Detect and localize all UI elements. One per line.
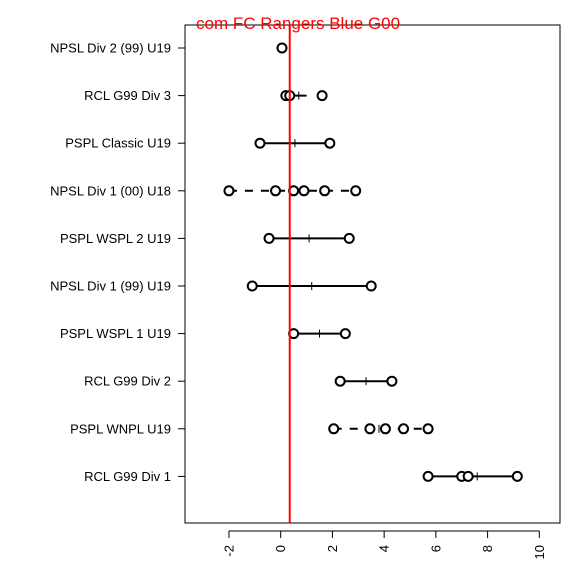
y-axis-ticks: [178, 47, 185, 477]
chart-title: com FC Rangers Blue G00: [196, 14, 400, 33]
x-axis: -2 0 2 4 6 8 10: [221, 530, 547, 559]
data-point: [511, 470, 523, 482]
data-point: [350, 185, 362, 197]
data-point: [316, 90, 328, 102]
data-point: [379, 423, 391, 435]
y-tick-label: PSPL WNPL U19: [70, 421, 171, 436]
data-point: [324, 137, 336, 149]
x-tick-label: 2: [325, 545, 340, 552]
x-tick-label: 8: [480, 545, 495, 552]
data-point: [246, 280, 258, 292]
y-tick-label: PSPL WSPL 2 U19: [60, 231, 171, 246]
y-tick-label: RCL G99 Div 2: [84, 374, 171, 389]
data-point: [334, 375, 346, 387]
y-tick-label: NPSL Div 1 (99) U19: [50, 279, 171, 294]
data-point: [223, 185, 235, 197]
y-tick-label: PSPL WSPL 1 U19: [60, 326, 171, 341]
data-point: [339, 328, 351, 340]
y-tick-label: RCL G99 Div 1: [84, 469, 171, 484]
y-tick-label: RCL G99 Div 3: [84, 88, 171, 103]
y-tick-label: PSPL Classic U19: [65, 136, 171, 151]
x-tick-label: 4: [377, 545, 392, 552]
data-point: [270, 185, 282, 197]
x-tick-label: 10: [532, 545, 547, 559]
y-tick-label: NPSL Div 1 (00) U18: [50, 183, 171, 198]
data-marks: [223, 42, 523, 482]
y-axis-labels: NPSL Div 2 (99) U19 RCL G99 Div 3 PSPL Cla…: [50, 41, 171, 484]
data-point: [386, 375, 398, 387]
data-point: [398, 423, 410, 435]
y-tick-label: NPSL Div 2 (99) U19: [50, 41, 171, 56]
data-point: [254, 137, 266, 149]
data-point: [263, 232, 275, 244]
data-point: [422, 423, 434, 435]
data-point: [298, 185, 310, 197]
x-tick-label: 0: [273, 545, 288, 552]
data-point: [328, 423, 340, 435]
data-point: [365, 280, 377, 292]
x-tick-label: 6: [428, 545, 443, 552]
data-point: [422, 470, 434, 482]
data-point: [343, 232, 355, 244]
x-tick-label: -2: [221, 545, 236, 557]
data-point: [319, 185, 331, 197]
data-point: [364, 423, 376, 435]
data-point: [462, 470, 474, 482]
plot-frame: [184, 24, 561, 524]
data-point: [276, 42, 288, 54]
